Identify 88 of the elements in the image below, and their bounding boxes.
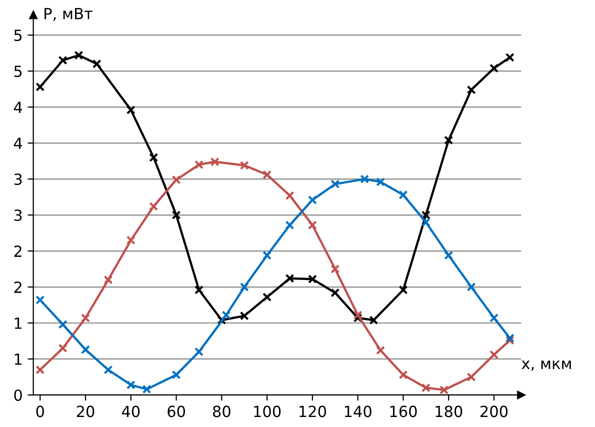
point [444, 136, 454, 145]
point [210, 157, 220, 166]
x-tick-label: 60 [168, 406, 185, 418]
point [444, 250, 454, 260]
x-tick-label: 180 [436, 406, 462, 418]
point [104, 275, 113, 284]
point [240, 282, 249, 292]
point [421, 218, 430, 227]
y-tick-label: 2 [14, 245, 22, 257]
point [172, 370, 181, 380]
x-tick-label: 140 [344, 406, 372, 418]
point [353, 310, 362, 320]
y-tick-label: 3 [14, 174, 22, 186]
point [80, 345, 90, 354]
point [285, 191, 294, 200]
point [58, 344, 68, 353]
point [126, 105, 136, 114]
point [74, 50, 84, 60]
point [142, 384, 152, 394]
point [262, 250, 272, 260]
point [149, 152, 158, 162]
point [285, 274, 294, 283]
x-tick-label: 100 [254, 406, 281, 418]
point [58, 56, 68, 65]
point [466, 372, 476, 382]
point [262, 292, 272, 302]
point [376, 177, 386, 186]
point [308, 220, 317, 230]
point [194, 160, 204, 170]
y-tick-label: 4 [14, 102, 22, 113]
point [466, 85, 476, 94]
point [194, 347, 204, 356]
point [330, 264, 340, 274]
y-tick-label: 4 [14, 138, 22, 149]
point [489, 313, 499, 322]
point [126, 380, 136, 390]
point [36, 295, 45, 304]
point [489, 350, 499, 360]
y-tick-label: 5 [14, 66, 22, 78]
point [421, 210, 430, 220]
point [36, 82, 45, 92]
x-tick-label: 80 [212, 406, 230, 418]
point [421, 383, 430, 392]
y-tick-label: 1 [14, 354, 22, 365]
point [398, 190, 408, 200]
x-tick-label: 0 [36, 406, 44, 418]
point [353, 313, 362, 322]
y-axis-title: P, мВт [44, 8, 92, 21]
y-tick-label: 3 [14, 210, 22, 222]
point [360, 174, 370, 184]
point [240, 311, 249, 320]
point [376, 346, 386, 355]
x-tick-label: 120 [300, 406, 326, 418]
point [466, 282, 476, 292]
point [398, 285, 408, 294]
point [194, 285, 204, 294]
point [126, 236, 136, 245]
point [172, 175, 181, 184]
point [285, 220, 294, 230]
point [369, 316, 378, 325]
x-tick-label: 160 [390, 406, 417, 418]
point [36, 365, 45, 374]
point [149, 202, 158, 211]
point [440, 385, 449, 394]
point [104, 365, 113, 374]
point [308, 195, 317, 204]
point [80, 313, 90, 322]
y-tick-label: 2 [14, 281, 22, 293]
y-tick-label: 0 [14, 389, 22, 401]
point [92, 59, 102, 68]
y-tick-label: 1 [14, 318, 22, 329]
point [398, 370, 408, 380]
x-tick-label: 20 [76, 406, 94, 418]
point [505, 52, 514, 62]
point [58, 320, 68, 329]
point [172, 210, 181, 220]
point [489, 64, 499, 73]
point [308, 274, 317, 284]
point [222, 310, 231, 320]
point [262, 170, 272, 180]
x-tick-label: 200 [480, 406, 508, 418]
x-tick-label: 40 [122, 406, 140, 418]
point [330, 180, 340, 189]
y-tick-label: 5 [14, 30, 22, 42]
x-axis-title: x, мкм [522, 360, 571, 371]
point [240, 160, 249, 170]
point [217, 316, 226, 325]
point [330, 288, 340, 298]
